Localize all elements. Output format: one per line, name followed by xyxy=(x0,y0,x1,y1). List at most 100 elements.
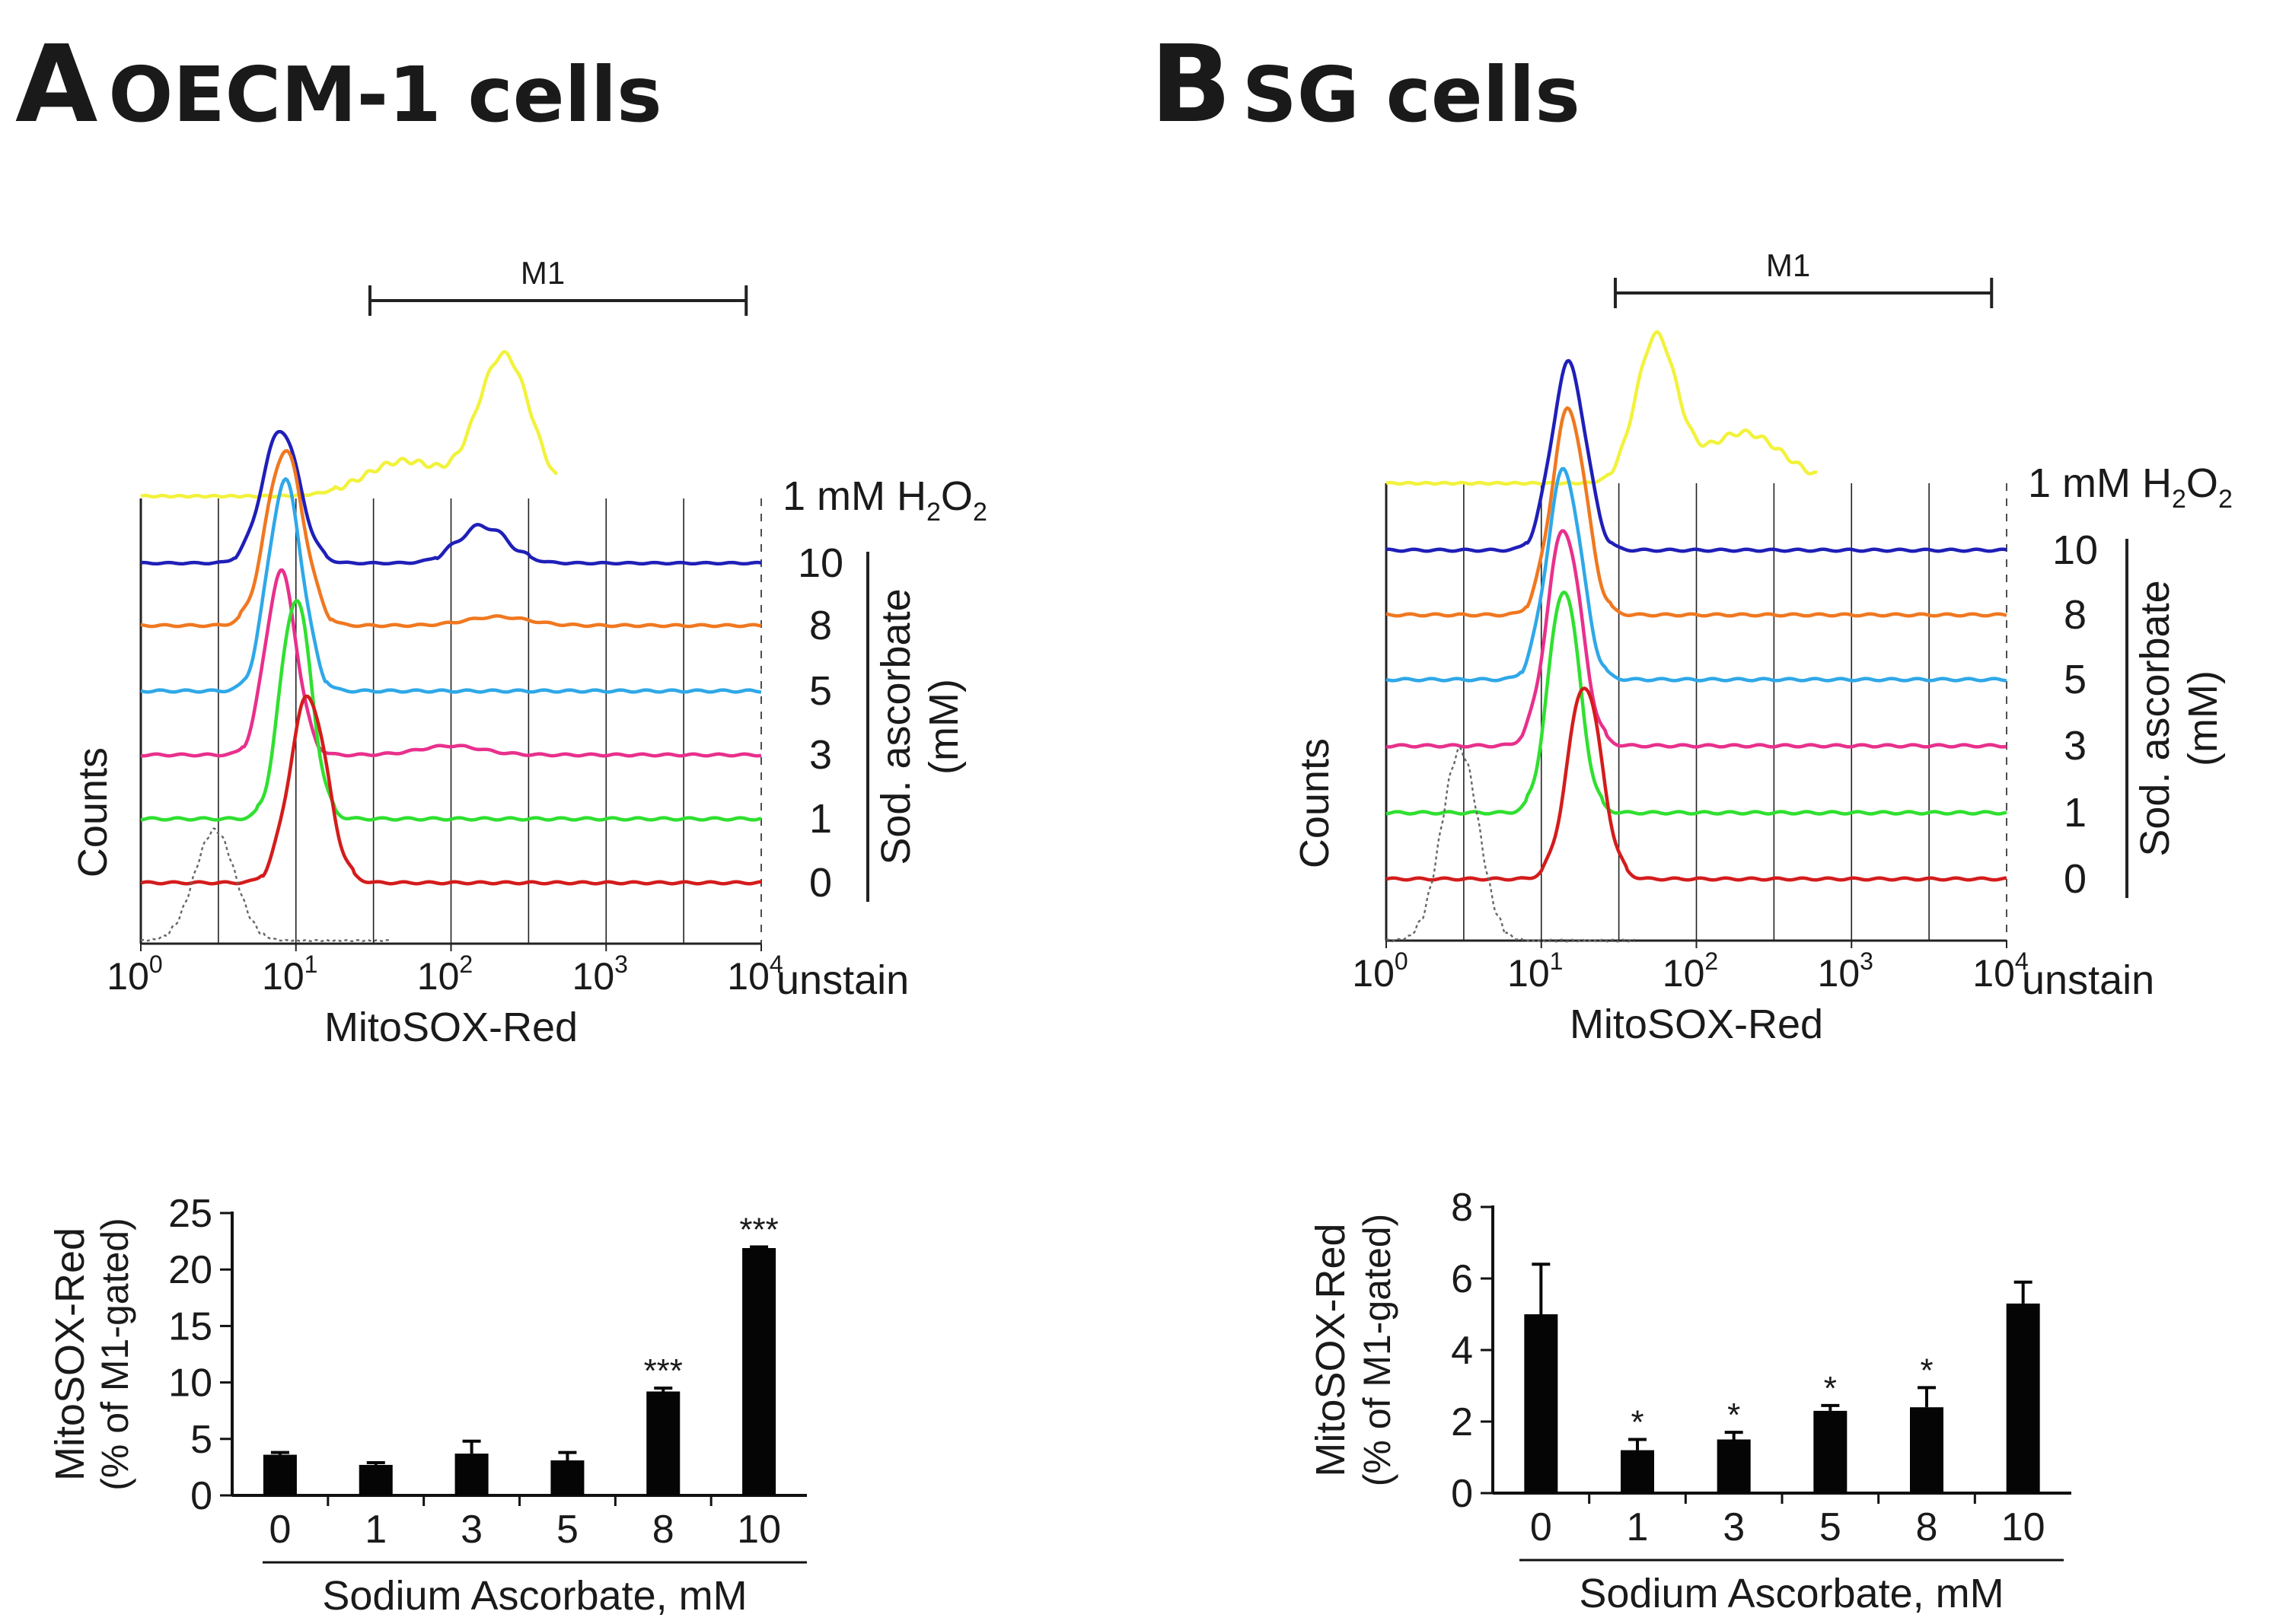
bar xyxy=(1910,1407,1943,1493)
gate-label: M1 xyxy=(521,255,565,291)
concentration-label: 5 xyxy=(2064,657,2087,702)
x-tick-exponent: 3 xyxy=(1860,947,1873,975)
significance-label: * xyxy=(1631,1404,1644,1441)
histogram-trace xyxy=(140,827,390,942)
y-tick-label: 6 xyxy=(1451,1257,1473,1301)
y-axis-label: MitoSOX-Red xyxy=(47,1228,93,1481)
bracket-label: (mM) xyxy=(921,679,967,775)
h2o2-label-mid: O xyxy=(2186,460,2218,506)
x-tick-exponent: 2 xyxy=(1704,947,1718,975)
bar xyxy=(359,1464,393,1495)
significance-label: * xyxy=(1920,1352,1933,1389)
bar xyxy=(742,1248,776,1495)
panel-title: OECM-1 cells xyxy=(108,50,662,139)
histogram-trace xyxy=(1385,406,2007,618)
x-tick-exponent: 1 xyxy=(304,951,318,978)
x-tick-label: 3 xyxy=(1723,1505,1745,1549)
x-tick-label: 8 xyxy=(652,1508,674,1552)
y-axis-label: Counts xyxy=(1292,738,1337,868)
bar xyxy=(550,1460,585,1495)
x-axis-label: MitoSOX-Red xyxy=(324,1005,578,1050)
x-axis-label: Sodium Ascorbate, mM xyxy=(322,1573,747,1619)
x-tick-exponent: 0 xyxy=(1395,947,1408,975)
bar-chart: 0 2 4 6 8 0 * 1 * 3 * 5 * 8 10 Sodium Ascorbate, mM Mito… xyxy=(1308,1186,2071,1616)
bar xyxy=(646,1391,681,1495)
bar xyxy=(2006,1303,2040,1493)
y-tick-label: 4 xyxy=(1451,1329,1473,1373)
y-tick-label: 0 xyxy=(190,1474,212,1518)
x-tick-exponent: 4 xyxy=(2015,947,2029,975)
x-tick-label: 5 xyxy=(556,1508,579,1552)
panel-header: B SG cells xyxy=(1150,23,1580,147)
y-tick-label: 15 xyxy=(168,1304,212,1349)
histogram-trace xyxy=(140,477,762,694)
significance-label: *** xyxy=(739,1212,778,1249)
histogram-trace xyxy=(1385,467,2007,683)
significance-label: * xyxy=(1727,1396,1740,1434)
histogram-trace xyxy=(140,349,559,499)
y-axis-label: MitoSOX-Red xyxy=(1308,1223,1353,1476)
concentration-label: 0 xyxy=(809,860,832,906)
bar xyxy=(263,1454,297,1495)
panel-a: A OECM-1 cells 100 101 102 103 104 MitoSOX-Red… xyxy=(15,23,987,1619)
bracket-label: (mM) xyxy=(2180,670,2226,766)
panel-title: SG cells xyxy=(1242,50,1580,139)
panel-letter: B xyxy=(1150,23,1232,147)
panel-header: A OECM-1 cells xyxy=(15,23,662,147)
concentration-label: 5 xyxy=(809,668,832,714)
h2o2-label-subscript: 2 xyxy=(926,498,941,527)
x-axis-label: Sodium Ascorbate, mM xyxy=(1579,1571,2004,1616)
x-tick-label: 0 xyxy=(269,1508,291,1552)
h2o2-label-prefix: 1 mM H xyxy=(783,473,926,519)
histogram-trace xyxy=(140,568,762,758)
x-tick-label: 0 xyxy=(1530,1505,1552,1549)
concentration-label: 10 xyxy=(2052,527,2098,573)
y-tick-label: 25 xyxy=(168,1192,212,1236)
histogram-trace xyxy=(140,429,762,566)
histogram-trace xyxy=(1385,330,1818,486)
bracket-label: Sod. ascorbate xyxy=(873,588,919,865)
h2o2-label-subscript: 2 xyxy=(2172,485,2186,514)
concentration-label: 8 xyxy=(809,603,832,648)
histogram-trace xyxy=(1385,590,2007,816)
y-tick-label: 2 xyxy=(1451,1400,1473,1444)
x-tick-label: 1 xyxy=(365,1508,387,1552)
significance-label: *** xyxy=(644,1352,683,1390)
y-tick-label: 8 xyxy=(1451,1186,1473,1230)
x-tick-label: 10 xyxy=(2001,1505,2045,1549)
panel-b: B SG cells 100 101 102 103 104 MitoSOX-Red Coun… xyxy=(1135,0,2270,1624)
bar xyxy=(454,1454,489,1495)
x-tick-label: 8 xyxy=(1916,1505,1938,1549)
concentration-label: 3 xyxy=(809,732,832,778)
gate-label: M1 xyxy=(1766,247,1810,283)
y-tick-label: 10 xyxy=(168,1361,212,1406)
unstain-label: unstain xyxy=(776,957,909,1003)
h2o2-label-subscript: 2 xyxy=(2218,485,2233,514)
x-tick-label: 10 xyxy=(737,1508,781,1552)
concentration-label: 8 xyxy=(2064,592,2087,638)
y-axis-label: Counts xyxy=(70,747,116,877)
concentration-label: 1 xyxy=(2064,790,2087,836)
h2o2-label: 1 mM H2O2 xyxy=(2028,460,2233,514)
concentration-label: 1 xyxy=(809,796,832,842)
x-tick-label: 5 xyxy=(1819,1505,1841,1549)
h2o2-label-mid: O xyxy=(941,473,973,519)
bar xyxy=(1717,1439,1751,1493)
y-axis-label: (% of M1-gated) xyxy=(1356,1214,1398,1486)
histogram-trace xyxy=(140,599,762,822)
panel-letter: A xyxy=(15,23,98,147)
x-tick-exponent: 4 xyxy=(770,951,783,978)
concentration-label: 10 xyxy=(798,540,843,586)
y-tick-label: 5 xyxy=(190,1418,212,1462)
y-axis-label: (% of M1-gated) xyxy=(94,1218,136,1490)
h2o2-label-subscript: 2 xyxy=(973,498,987,527)
x-tick-exponent: 3 xyxy=(614,951,628,978)
x-axis-label: MitoSOX-Red xyxy=(1570,1001,1823,1047)
y-tick-label: 0 xyxy=(1451,1472,1473,1516)
h2o2-label-prefix: 1 mM H xyxy=(2028,460,2172,506)
histogram-trace xyxy=(1385,686,2007,882)
concentration-label: 0 xyxy=(2064,856,2087,902)
histogram-trace xyxy=(140,449,762,629)
